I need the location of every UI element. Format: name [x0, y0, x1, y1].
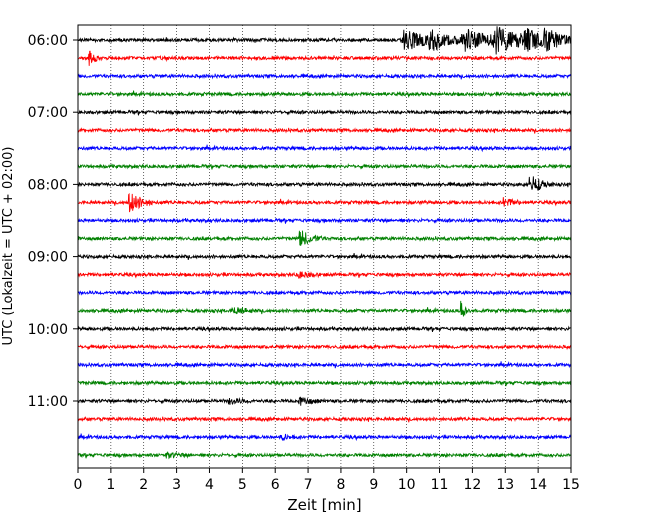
- trace-1: [77, 50, 572, 66]
- trace-21: [77, 415, 572, 423]
- x-tick-label: 11: [431, 477, 449, 493]
- x-tick-label: 10: [398, 477, 416, 493]
- trace-23: [77, 451, 572, 460]
- trace-4: [77, 108, 572, 116]
- y-tick-label: 11:00: [28, 394, 68, 410]
- trace-layer: [77, 26, 572, 460]
- trace-7: [77, 163, 572, 170]
- x-tick-label: 6: [271, 477, 280, 493]
- y-tick-label: 10:00: [28, 322, 68, 338]
- x-axis-title: Zeit [min]: [287, 496, 361, 514]
- x-tick-label: 13: [496, 477, 514, 493]
- x-tick-label: 0: [74, 477, 83, 493]
- trace-20: [77, 396, 572, 406]
- x-tick-label: 9: [369, 477, 378, 493]
- x-tick-label: 4: [205, 477, 214, 493]
- trace-10: [77, 217, 572, 224]
- y-tick-label: 06:00: [28, 33, 68, 49]
- x-tick-label: 8: [336, 477, 345, 493]
- trace-16: [77, 325, 572, 333]
- trace-19: [77, 379, 572, 387]
- x-tick-label: 12: [463, 477, 481, 493]
- y-tick-label: 09:00: [28, 250, 68, 266]
- trace-0: [77, 26, 572, 55]
- y-tick-label: 07:00: [28, 105, 68, 121]
- y-tick-label: 08:00: [28, 177, 68, 193]
- trace-22: [77, 433, 572, 442]
- y-axis: 06:00 07:00 08:00 09:00 10:00 11:00: [28, 33, 78, 410]
- y-axis-title: UTC (Lokalzeit = UTC + 02:00): [1, 147, 16, 346]
- trace-5: [77, 127, 572, 134]
- x-tick-label: 1: [106, 477, 115, 493]
- x-tick-label: 7: [304, 477, 313, 493]
- trace-15: [77, 300, 572, 317]
- plot-frame: [77, 24, 572, 469]
- trace-9: [77, 192, 572, 213]
- grid-layer: [110, 25, 539, 468]
- trace-2: [77, 72, 572, 80]
- trace-12: [77, 252, 572, 260]
- trace-14: [77, 289, 572, 297]
- trace-18: [77, 361, 572, 369]
- trace-13: [77, 271, 572, 279]
- trace-6: [77, 144, 572, 153]
- x-axis: 0 1 2 3 4 5 6 7 8 9 10 11 12 13 14 15: [74, 468, 580, 493]
- trace-3: [77, 90, 572, 99]
- trace-17: [77, 343, 572, 351]
- x-tick-label: 2: [139, 477, 148, 493]
- x-tick-label: 5: [238, 477, 247, 493]
- x-tick-label: 15: [562, 477, 580, 493]
- trace-11: [77, 230, 572, 246]
- x-tick-label: 3: [172, 477, 181, 493]
- x-tick-label: 14: [529, 477, 547, 493]
- trace-8: [77, 176, 572, 191]
